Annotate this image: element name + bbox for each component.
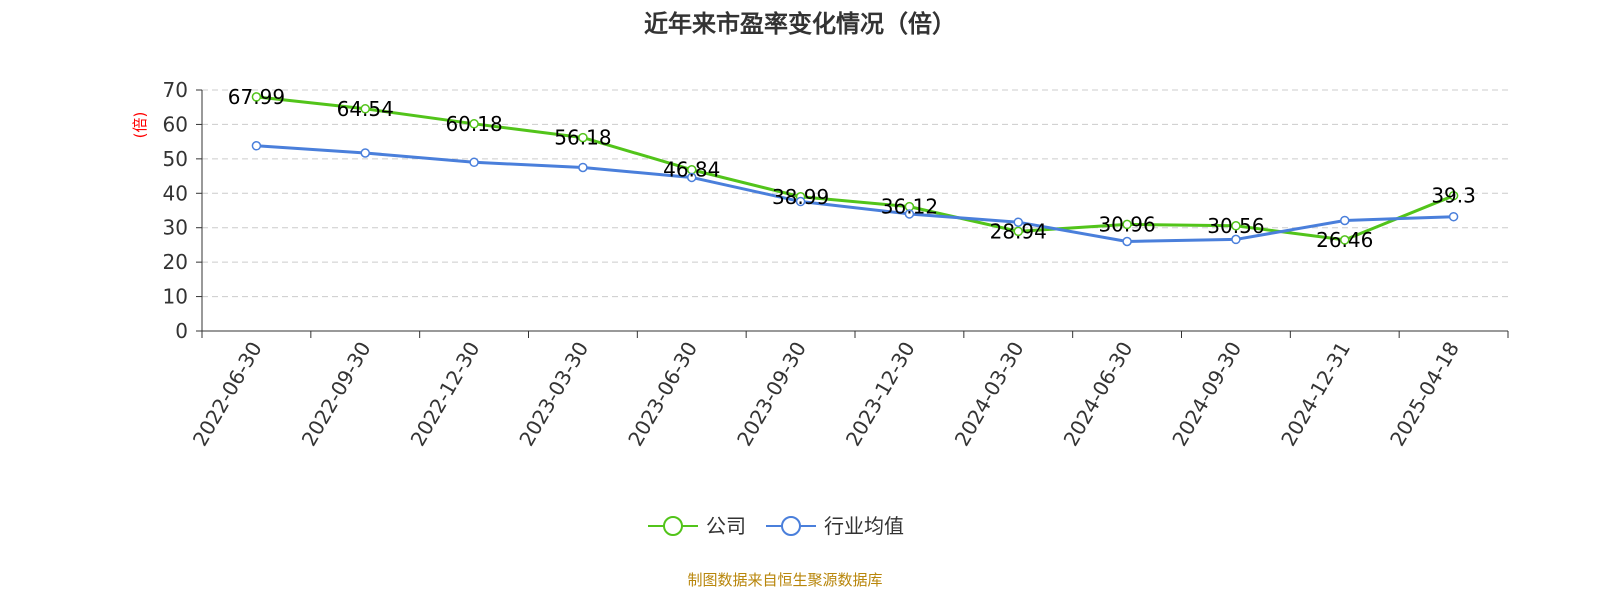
data-label: 26.46 xyxy=(1316,228,1373,252)
y-tick-label: 40 xyxy=(163,181,188,205)
data-point-series-1 xyxy=(578,132,588,143)
data-point-series-2 xyxy=(469,157,479,168)
series-line-2 xyxy=(256,144,1454,243)
legend-label: 行业均值 xyxy=(824,514,904,538)
data-point-series-2 xyxy=(795,196,806,207)
data-point-series-2 xyxy=(360,148,370,158)
series-line-1 xyxy=(256,95,1455,242)
data-label: 56.18 xyxy=(554,126,611,150)
legend[interactable]: 公司 行业均值 xyxy=(648,514,904,538)
x-tick-label: 2022-12-30 xyxy=(406,338,485,451)
data-point-series-2 xyxy=(1013,217,1023,227)
data-label: 64.54 xyxy=(337,97,394,121)
x-tick-label: 2022-06-30 xyxy=(188,338,267,451)
y-tick-label: 60 xyxy=(163,112,188,136)
x-tick-labels: 2022-06-30 2022-09-30 2022-12-30 2023-03-30… xyxy=(188,338,1464,451)
x-tick-label: 2024-06-30 xyxy=(1059,338,1138,451)
x-tick-label: 2024-12-31 xyxy=(1276,338,1355,451)
x-tick-label: 2023-12-30 xyxy=(841,338,920,451)
data-point-series-2 xyxy=(1448,211,1459,222)
source-note: 制图数据来自恒生聚源数据库 xyxy=(687,571,882,589)
data-label: 30.56 xyxy=(1207,214,1264,238)
series-lines xyxy=(256,95,1455,243)
legend-item-2[interactable]: 行业均值 xyxy=(766,514,904,538)
y-tick-label: 10 xyxy=(163,285,188,309)
data-point-series-1 xyxy=(1340,235,1350,245)
data-point-series-2 xyxy=(687,172,697,183)
x-tick-label: 2025-04-18 xyxy=(1385,338,1464,451)
y-tick-label: 30 xyxy=(163,216,188,240)
data-point-series-1 xyxy=(469,119,479,129)
data-label: 38.99 xyxy=(772,185,829,209)
data-label: 60.18 xyxy=(445,112,502,136)
legend-marker xyxy=(781,516,801,536)
data-label: 39.3 xyxy=(1431,184,1476,208)
data-labels: 67.99 64.54 60.18 56.18 46.84 38.99 36.12 28.94… xyxy=(228,85,1476,252)
data-label: 28.94 xyxy=(990,219,1047,243)
legend-label: 公司 xyxy=(706,514,746,538)
axes xyxy=(196,89,1509,338)
data-point-series-1 xyxy=(251,92,262,102)
x-tick-label: 2023-03-30 xyxy=(514,338,593,451)
y-tick-label: 70 xyxy=(163,78,188,102)
y-tick-label: 0 xyxy=(175,319,188,343)
x-tick-label: 2022-09-30 xyxy=(297,338,376,451)
x-tick-label: 2024-03-30 xyxy=(950,338,1029,451)
data-point-series-1 xyxy=(1231,221,1241,231)
x-tick-label: 2024-09-30 xyxy=(1167,338,1246,451)
legend-item-1[interactable]: 公司 xyxy=(648,514,746,538)
x-tick-label: 2023-09-30 xyxy=(732,338,811,451)
data-point-series-1 xyxy=(1013,226,1023,237)
data-point-series-2 xyxy=(1231,234,1241,245)
legend-marker xyxy=(663,516,683,536)
data-point-series-1 xyxy=(1448,190,1459,201)
data-label: 36.12 xyxy=(881,195,938,219)
y-axis-label: (倍) xyxy=(131,112,149,139)
y-tick-label: 20 xyxy=(163,250,188,274)
data-label: 67.99 xyxy=(228,85,285,109)
data-point-series-1 xyxy=(360,104,370,114)
y-tick-labels: 0 10 20 30 40 50 60 70 xyxy=(163,78,188,343)
chart-title: 近年来市盈率变化情况（倍） xyxy=(644,10,956,38)
data-point-series-2 xyxy=(904,209,915,219)
data-point-series-2 xyxy=(578,162,588,173)
data-label: 30.96 xyxy=(1098,212,1155,236)
series-points xyxy=(251,92,1459,247)
gridlines xyxy=(202,89,1508,298)
x-tick-label: 2023-06-30 xyxy=(623,338,702,451)
data-point-series-2 xyxy=(251,141,262,151)
data-label: 46.84 xyxy=(663,158,720,182)
data-point-series-1 xyxy=(1122,219,1132,230)
y-tick-label: 50 xyxy=(163,147,188,171)
data-point-series-2 xyxy=(1340,215,1350,226)
data-point-series-2 xyxy=(1122,236,1132,247)
